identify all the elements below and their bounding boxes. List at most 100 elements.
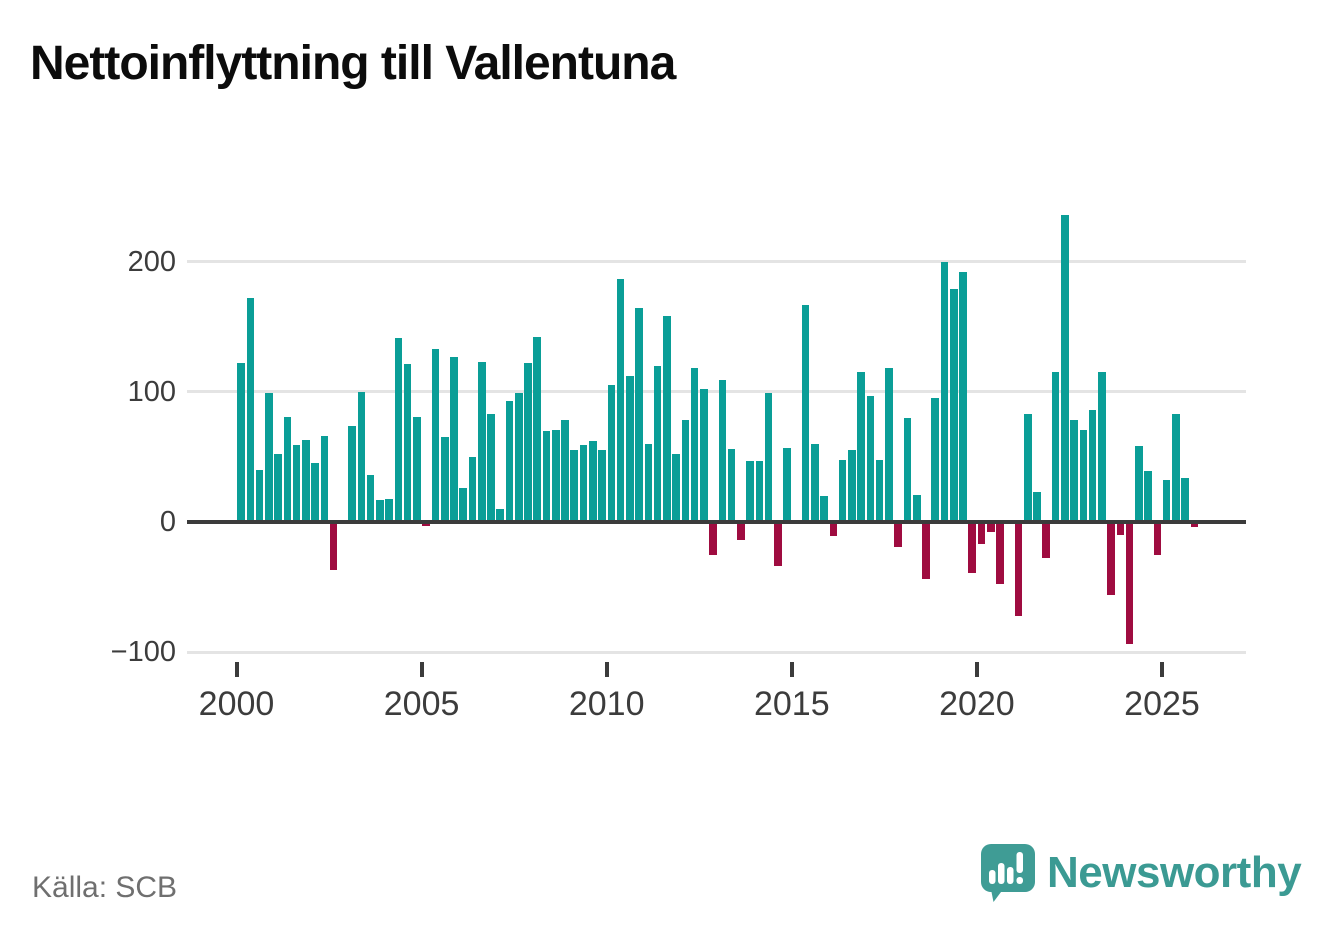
bar-2011Q1 <box>644 443 653 522</box>
bar-2008Q3 <box>551 429 560 522</box>
y-axis-label-200: 200 <box>127 245 176 278</box>
bar-2018Q3 <box>922 522 930 580</box>
bar-2019Q1 <box>940 261 949 522</box>
bar-2016Q4 <box>857 372 865 522</box>
bar-2012Q4 <box>709 522 717 555</box>
bar-2006Q1 <box>459 488 467 522</box>
bar-2006Q3 <box>477 361 486 522</box>
x-axis-label-2025: 2025 <box>1124 685 1200 723</box>
bar-2000Q4 <box>265 393 273 522</box>
bar-2023Q4 <box>1116 522 1125 536</box>
newsworthy-logo-text: Newsworthy <box>1047 848 1302 897</box>
bar-2021Q3 <box>1033 492 1041 522</box>
bar-2013Q4 <box>746 460 754 522</box>
bar-2014Q2 <box>764 393 773 522</box>
bar-2000Q1 <box>237 363 245 522</box>
bar-2023Q2 <box>1098 372 1106 522</box>
bar-2006Q4 <box>487 413 495 522</box>
bar-2010Q4 <box>635 308 643 522</box>
x-axis-label-2005: 2005 <box>383 685 460 723</box>
x-axis-label-2000: 2000 <box>198 685 275 723</box>
bar-2009Q4 <box>598 450 606 522</box>
bar-2017Q4 <box>894 522 902 547</box>
bar-2017Q3 <box>885 368 893 522</box>
x-tick-2025 <box>1160 662 1164 677</box>
bar-2002Q2 <box>320 436 329 522</box>
bar-2010Q2 <box>616 278 625 522</box>
bar-2024Q1 <box>1125 522 1134 645</box>
bar-2022Q2 <box>1060 214 1069 522</box>
bar-2022Q3 <box>1070 420 1078 522</box>
bar-2018Q2 <box>912 494 921 522</box>
bar-2021Q1 <box>1014 522 1023 616</box>
bar-2017Q2 <box>875 459 884 522</box>
x-tick-2000 <box>234 662 239 677</box>
bar-2008Q2 <box>542 430 551 522</box>
gridline-y-100 <box>187 390 1246 394</box>
bar-2007Q1 <box>496 508 505 522</box>
bar-2011Q4 <box>672 454 680 522</box>
bar-2005Q4 <box>450 356 458 522</box>
bar-2016Q1 <box>829 522 838 537</box>
bar-2024Q3 <box>1144 471 1152 522</box>
x-tick-2010 <box>604 662 609 677</box>
bar-2008Q4 <box>561 420 569 522</box>
bar-2014Q4 <box>783 447 791 522</box>
bar-2017Q1 <box>866 395 875 522</box>
y-axis-label-100: 100 <box>127 375 176 408</box>
bar-2009Q3 <box>588 441 597 522</box>
bar-2025Q3 <box>1181 477 1189 522</box>
bar-2010Q3 <box>626 376 634 522</box>
bar-2005Q2 <box>431 348 440 522</box>
bar-2006Q2 <box>468 456 477 522</box>
bar-2025Q2 <box>1172 413 1180 522</box>
bar-2014Q1 <box>755 460 764 522</box>
gridline-y--100 <box>187 650 1246 654</box>
bar-2004Q3 <box>403 364 412 522</box>
bar-2018Q4 <box>931 398 940 522</box>
bar-2002Q3 <box>329 522 338 571</box>
bar-2005Q3 <box>440 437 449 522</box>
bar-2004Q4 <box>413 416 421 522</box>
x-tick-2005 <box>419 662 424 677</box>
bar-2003Q2 <box>357 391 366 522</box>
bar-2020Q3 <box>996 522 1004 585</box>
speech-bubble-bar-chart-icon <box>981 844 1035 907</box>
bar-2003Q1 <box>348 425 356 522</box>
bar-2008Q1 <box>533 337 542 522</box>
bar-2009Q2 <box>579 445 588 522</box>
chart-title: Nettoinflyttning till Vallentuna <box>30 37 676 90</box>
bar-2009Q1 <box>570 450 579 522</box>
bar-2012Q1 <box>681 420 690 522</box>
bar-2000Q2 <box>246 298 255 522</box>
bar-2004Q1 <box>385 498 393 522</box>
bar-2001Q2 <box>283 416 292 522</box>
bar-2019Q3 <box>959 272 967 522</box>
bar-2001Q1 <box>274 454 282 522</box>
bar-2011Q3 <box>663 316 671 522</box>
bar-2025Q4 <box>1190 522 1199 528</box>
gridline-y-200 <box>187 260 1246 264</box>
bar-2024Q4 <box>1153 522 1162 555</box>
bar-2012Q3 <box>700 389 708 522</box>
bar-2023Q3 <box>1107 522 1115 595</box>
bar-2015Q4 <box>820 495 828 522</box>
bar-2018Q1 <box>903 417 912 522</box>
x-tick-2015 <box>789 662 794 677</box>
bar-2021Q2 <box>1023 413 1032 522</box>
bar-2020Q2 <box>986 522 995 533</box>
bar-2007Q3 <box>514 393 523 522</box>
bar-2010Q1 <box>607 385 616 522</box>
y-axis-label--100: −100 <box>110 636 176 669</box>
bar-2016Q3 <box>848 450 856 522</box>
bar-2022Q4 <box>1079 429 1088 522</box>
bar-2001Q3 <box>292 445 301 522</box>
bar-2019Q2 <box>949 288 958 522</box>
x-axis-label-2020: 2020 <box>939 685 1015 723</box>
bar-2022Q1 <box>1051 372 1060 522</box>
bar-2024Q2 <box>1135 446 1143 522</box>
bar-2013Q1 <box>718 380 727 522</box>
bar-2007Q4 <box>524 363 532 522</box>
